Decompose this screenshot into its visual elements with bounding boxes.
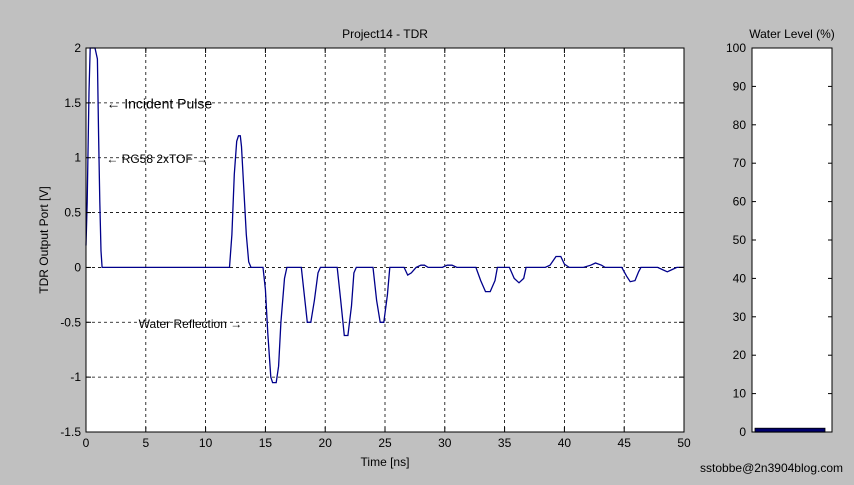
- water-level-tick-label: 90: [733, 79, 747, 93]
- tdr-y-tick-label: 1: [74, 151, 81, 165]
- tdr-y-tick-label: -0.5: [60, 315, 81, 329]
- tdr-x-axis-label: Time [ns]: [361, 455, 410, 469]
- tdr-annotation: Water Reflection →: [139, 317, 243, 331]
- tdr-y-tick-label: 2: [74, 41, 81, 55]
- water-level-tick-label: 10: [733, 387, 747, 401]
- water-level-tick-label: 30: [733, 310, 747, 324]
- tdr-x-tick-label: 0: [83, 436, 90, 450]
- water-level-tick-label: 100: [726, 41, 746, 55]
- water-level-tick-label: 60: [733, 195, 747, 209]
- tdr-y-tick-label: -1.5: [60, 425, 81, 439]
- tdr-x-tick-label: 15: [259, 436, 273, 450]
- tdr-y-axis: -1.5 -1 -0.5 0 0.5 1 1.5 2: [60, 41, 684, 439]
- water-level-tick-label: 20: [733, 348, 747, 362]
- tdr-plot: 0 5 10 15 20 25 30 35 40 45 50 -1.5 -1 -0.5 0 0.5 1 1.5 2…: [37, 27, 691, 469]
- water-level-tick-label: 0: [739, 425, 746, 439]
- tdr-x-tick-label: 35: [498, 436, 512, 450]
- tdr-y-axis-label: TDR Output Port [V]: [37, 186, 51, 293]
- tdr-y-tick-label: -1: [70, 370, 81, 384]
- tdr-x-axis: 0 5 10 15 20 25 30 35 40 45 50: [83, 48, 691, 450]
- water-level-tick-label: 50: [733, 233, 747, 247]
- tdr-x-tick-label: 10: [199, 436, 213, 450]
- water-level-y-axis: 0 10 20 30 40 50 60 70 80 90 100: [726, 41, 832, 439]
- water-level-plot-area: [752, 48, 832, 432]
- tdr-x-tick-label: 45: [618, 436, 632, 450]
- tdr-x-tick-label: 40: [558, 436, 572, 450]
- tdr-annotations: ← Incident Pulse ← RG58 2xTOF → Water Refl…: [106, 95, 242, 330]
- tdr-signal-line: [85, 47, 684, 384]
- water-level-tick-label: 80: [733, 118, 747, 132]
- tdr-chart-title: Project14 - TDR: [342, 27, 428, 41]
- tdr-y-tick-label: 0: [74, 260, 81, 274]
- water-level-gauge: 0 10 20 30 40 50 60 70 80 90 100 Water Level (%): [726, 27, 835, 439]
- tdr-annotation: ← Incident Pulse: [106, 95, 212, 111]
- tdr-x-tick-label: 30: [438, 436, 452, 450]
- water-level-tick-label: 40: [733, 271, 747, 285]
- tdr-x-tick-label: 20: [319, 436, 333, 450]
- water-level-tick-label: 70: [733, 156, 747, 170]
- tdr-y-tick-label: 1.5: [64, 96, 81, 110]
- tdr-x-tick-label: 50: [677, 436, 691, 450]
- tdr-x-tick-label: 25: [378, 436, 392, 450]
- tdr-x-tick-label: 5: [142, 436, 149, 450]
- tdr-y-tick-label: 0.5: [64, 206, 81, 220]
- water-level-title: Water Level (%): [749, 27, 835, 41]
- tdr-annotation: ← RG58 2xTOF →: [106, 152, 208, 166]
- author-credit: sstobbe@2n3904blog.com: [700, 461, 843, 475]
